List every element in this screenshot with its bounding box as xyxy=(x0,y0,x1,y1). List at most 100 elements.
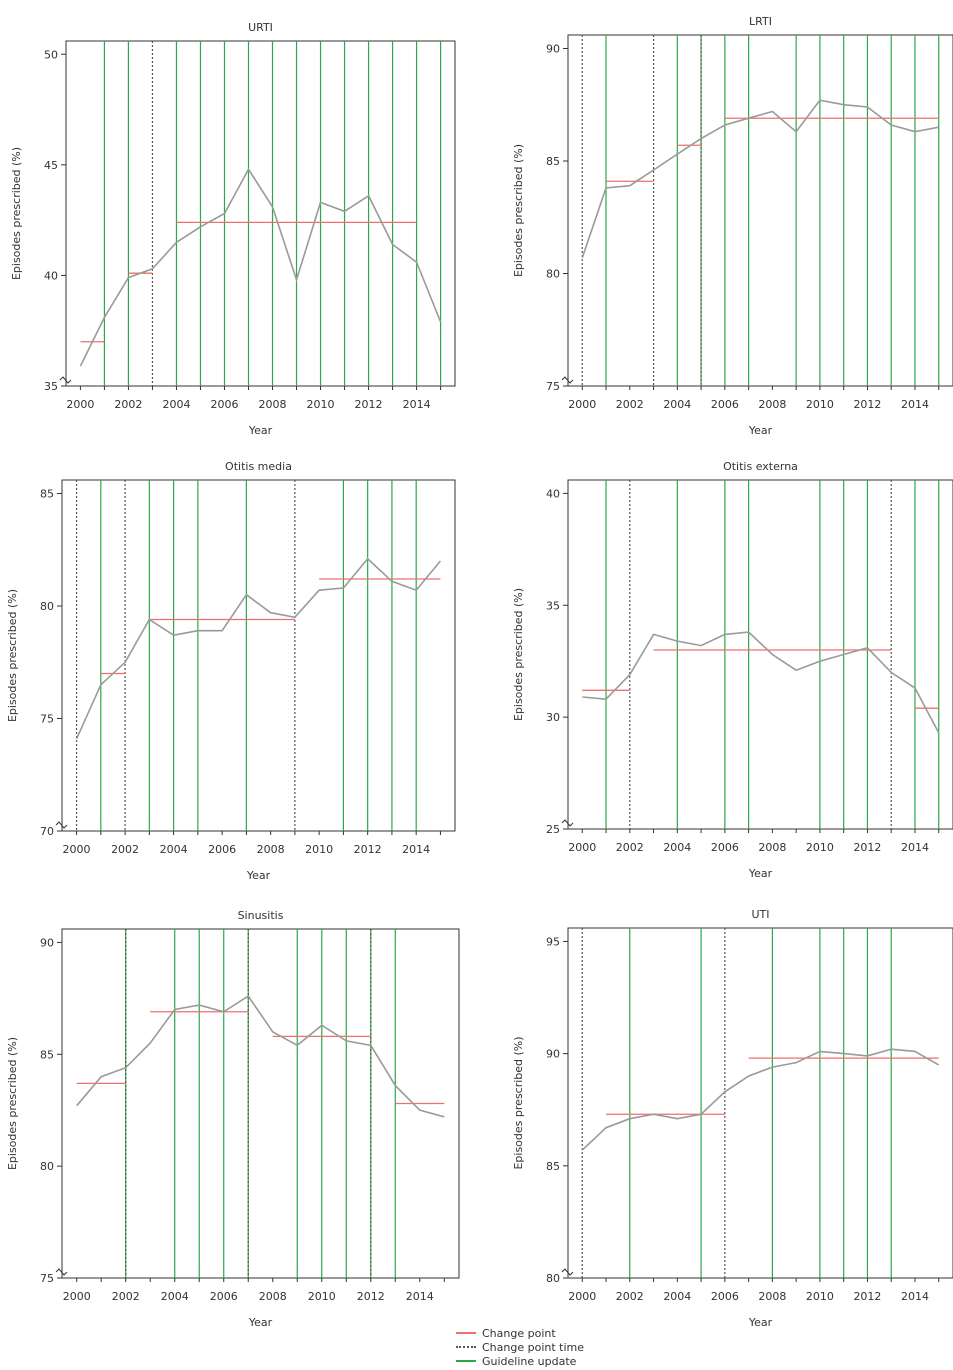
series-line xyxy=(581,99,939,258)
legend-item-change-point: Change point xyxy=(456,1326,584,1340)
x-tick-label: 2008 xyxy=(259,398,287,411)
chart-title: Otitis media xyxy=(225,460,292,473)
y-tick-label: 90 xyxy=(40,936,54,949)
chart-otitis-media: 2000 2002 2004 2006 2008 2010 2012 2014 70 75 80 85… xyxy=(6,460,456,882)
y-tick-label: 25 xyxy=(546,823,560,836)
x-tick-label: 2000 xyxy=(63,843,91,856)
x-tick-label: 2004 xyxy=(663,841,691,854)
x-axis-label: Year xyxy=(246,869,271,882)
chart-title: UTI xyxy=(751,908,769,921)
y-tick-label: 80 xyxy=(40,600,54,613)
series-line xyxy=(581,1048,940,1151)
plot-frame xyxy=(65,40,456,387)
y-tick-label: 50 xyxy=(44,48,58,61)
y-tick-label: 80 xyxy=(546,1272,560,1285)
x-tick-label: 2012 xyxy=(853,398,881,411)
x-tick-label: 2004 xyxy=(663,398,691,411)
chart-uti: 2000 2002 2004 2006 2008 2010 2012 2014 80 85 90 95… xyxy=(512,908,953,1329)
x-tick-label: 2008 xyxy=(758,398,786,411)
axis-break-mark xyxy=(55,821,68,829)
y-tick-label: 85 xyxy=(40,488,54,501)
y-tick-label: 70 xyxy=(40,825,54,838)
y-axis-label: Episodes prescribed (%) xyxy=(10,147,23,280)
x-tick-label: 2012 xyxy=(357,1290,385,1303)
x-tick-label: 2014 xyxy=(403,398,431,411)
x-tick-label: 2012 xyxy=(853,841,881,854)
chart-sinusitis: 2000 2002 2004 2006 2008 2010 2012 2014 75 80 85 90… xyxy=(6,909,460,1329)
chart-otitis-externa: 2000 2002 2004 2006 2008 2010 2012 2014 25 30 35 40… xyxy=(512,460,953,880)
x-tick-label: 2010 xyxy=(806,1290,834,1303)
x-tick-label: 2000 xyxy=(66,398,94,411)
legend-label-change-point: Change point xyxy=(482,1326,556,1340)
legend-label-guideline-update: Guideline update xyxy=(482,1354,577,1368)
x-tick-label: 2008 xyxy=(259,1290,287,1303)
x-tick-label: 2006 xyxy=(711,841,739,854)
x-tick-label: 2000 xyxy=(63,1290,91,1303)
x-tick-label: 2006 xyxy=(208,843,236,856)
y-tick-label: 35 xyxy=(44,380,58,393)
x-tick-label: 2014 xyxy=(901,1290,929,1303)
series-line xyxy=(75,557,442,740)
y-tick-label: 95 xyxy=(546,935,560,948)
legend-label-change-point-time: Change point time xyxy=(482,1340,585,1354)
x-tick-label: 2002 xyxy=(114,398,142,411)
y-tick-label: 30 xyxy=(546,711,560,724)
legend-swatch-change-point-time xyxy=(456,1346,476,1348)
x-tick-label: 2010 xyxy=(308,1290,336,1303)
chart-title: Otitis externa xyxy=(723,460,798,473)
y-axis-label: Episodes prescribed (%) xyxy=(6,589,19,722)
x-tick-label: 2006 xyxy=(711,398,739,411)
y-tick-label: 80 xyxy=(546,268,560,281)
x-tick-label: 2006 xyxy=(210,398,238,411)
x-tick-label: 2000 xyxy=(568,841,596,854)
y-axis-label: Episodes prescribed (%) xyxy=(512,1036,525,1169)
x-tick-label: 2002 xyxy=(616,841,644,854)
y-axis-label: Episodes prescribed (%) xyxy=(512,588,525,721)
axis-break-mark xyxy=(59,376,72,384)
x-tick-label: 2008 xyxy=(257,843,285,856)
y-tick-label: 40 xyxy=(546,487,560,500)
y-tick-label: 35 xyxy=(546,599,560,612)
x-tick-label: 2002 xyxy=(616,1290,644,1303)
y-tick-label: 45 xyxy=(44,159,58,172)
chart-title: URTI xyxy=(248,21,273,34)
x-tick-label: 2014 xyxy=(402,843,430,856)
x-tick-label: 2004 xyxy=(160,843,188,856)
legend-item-change-point-time: Change point time xyxy=(456,1340,584,1354)
y-tick-label: 75 xyxy=(40,1272,54,1285)
series-line xyxy=(79,167,442,367)
plot-frame xyxy=(61,928,460,1279)
y-axis-label: Episodes prescribed (%) xyxy=(512,144,525,277)
chart-urti: 2000 2002 2004 2006 2008 2010 2012 2014 35 40 45 50… xyxy=(10,21,456,437)
x-tick-label: 2010 xyxy=(305,843,333,856)
x-tick-label: 2000 xyxy=(568,1290,596,1303)
y-axis-label: Episodes prescribed (%) xyxy=(6,1037,19,1170)
y-tick-label: 90 xyxy=(546,1048,560,1061)
x-tick-label: 2010 xyxy=(307,398,335,411)
chart-title: LRTI xyxy=(749,15,772,28)
axis-break-mark xyxy=(561,1268,574,1276)
chart-lrti: 2000 2002 2004 2006 2008 2010 2012 2014 75 80 85 90… xyxy=(512,15,953,437)
y-tick-label: 40 xyxy=(44,269,58,282)
legend-swatch-change-point xyxy=(456,1332,476,1334)
x-tick-label: 2014 xyxy=(406,1290,434,1303)
plot-frame xyxy=(567,479,953,830)
y-tick-label: 85 xyxy=(546,1160,560,1173)
y-tick-label: 75 xyxy=(40,713,54,726)
y-tick-label: 80 xyxy=(40,1160,54,1173)
legend: Change point Change point time Guideline… xyxy=(456,1326,584,1368)
x-axis-label: Year xyxy=(248,424,273,437)
y-tick-label: 85 xyxy=(40,1048,54,1061)
x-tick-label: 2006 xyxy=(711,1290,739,1303)
axis-break-mark xyxy=(561,819,574,827)
x-axis-label: Year xyxy=(248,1316,273,1329)
plot-frame xyxy=(61,479,456,832)
y-tick-label: 90 xyxy=(546,43,560,56)
series-line xyxy=(582,631,940,734)
x-tick-label: 2008 xyxy=(758,841,786,854)
x-axis-label: Year xyxy=(748,867,773,880)
x-tick-label: 2002 xyxy=(112,1290,140,1303)
plot-frame xyxy=(567,34,953,387)
x-tick-label: 2004 xyxy=(663,1290,691,1303)
y-tick-label: 85 xyxy=(546,155,560,168)
